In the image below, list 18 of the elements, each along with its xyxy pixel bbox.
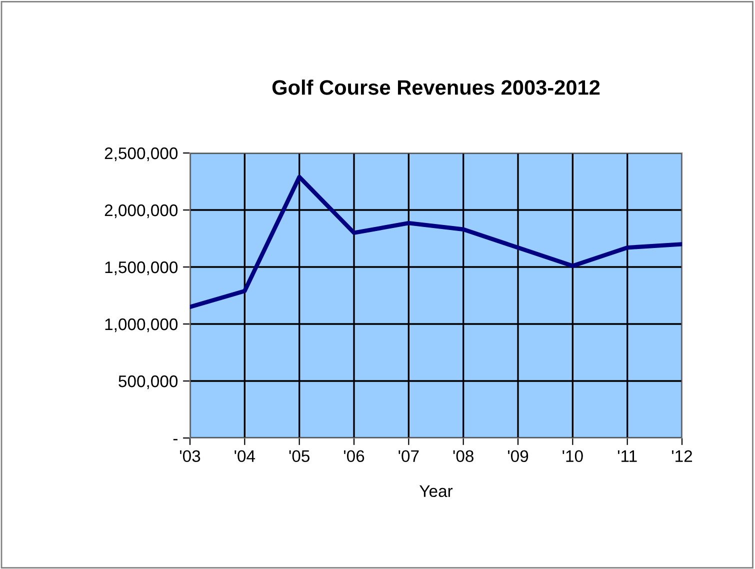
y-tick-label: 2,500,000 <box>104 147 178 162</box>
x-tick-label: '12 <box>672 450 692 462</box>
y-tick-label: 500,000 <box>118 375 178 390</box>
x-tick-label: '04 <box>234 450 256 462</box>
y-tick-label: 2,000,000 <box>104 204 178 218</box>
y-tick-label: 1,000,000 <box>105 318 178 332</box>
y-tick-label: 1,500,000 <box>105 261 178 276</box>
chart-title: Golf Course Revenues 2003-2012 <box>272 80 600 95</box>
x-tick-label: '05 <box>289 450 310 462</box>
x-axis-title: Year <box>420 485 453 498</box>
x-tick-label: '06 <box>344 450 364 462</box>
x-tick-label: '03 <box>180 450 200 462</box>
x-tick-label: '11 <box>618 450 637 462</box>
x-tick-label: '09 <box>508 450 528 462</box>
x-tick-label: '08 <box>453 450 474 462</box>
x-tick-label: '07 <box>398 450 419 462</box>
x-tick-label: '10 <box>562 450 583 462</box>
y-tick-label: - <box>173 438 178 440</box>
